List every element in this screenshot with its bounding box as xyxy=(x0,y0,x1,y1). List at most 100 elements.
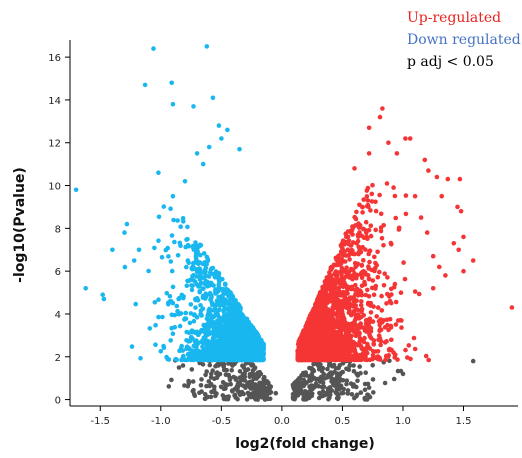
down-point xyxy=(257,355,262,361)
down-point xyxy=(146,268,151,274)
up-point xyxy=(340,284,346,290)
ns-point xyxy=(267,386,272,392)
ns-point xyxy=(202,396,208,402)
up-point xyxy=(368,300,374,306)
up-point xyxy=(346,337,352,343)
ns-point xyxy=(241,365,247,370)
ns-point xyxy=(244,397,250,402)
up-point xyxy=(363,292,369,298)
ns-point xyxy=(341,386,347,392)
up-point xyxy=(353,313,359,318)
up-point xyxy=(323,309,329,315)
up-point xyxy=(359,346,365,352)
down-point xyxy=(200,306,206,312)
up-point xyxy=(359,314,364,320)
ns-point xyxy=(301,391,307,396)
ns-point xyxy=(239,374,245,380)
ns-point xyxy=(210,368,215,373)
up-point xyxy=(360,210,365,215)
ns-point xyxy=(316,395,322,401)
down-point xyxy=(203,337,208,342)
down-point xyxy=(156,214,162,220)
ns-point xyxy=(340,390,346,396)
down-point xyxy=(205,345,211,350)
up-point xyxy=(367,332,372,337)
legend-entry: p adj < 0.05 xyxy=(407,54,494,70)
down-point xyxy=(180,216,186,221)
down-point xyxy=(259,351,265,357)
down-point xyxy=(193,352,199,358)
ns-point xyxy=(329,375,334,381)
up-point xyxy=(359,262,365,268)
ns-point xyxy=(216,372,221,378)
up-point xyxy=(342,334,347,340)
down-point xyxy=(238,316,243,321)
up-point xyxy=(363,247,368,252)
down-point xyxy=(226,299,232,304)
down-point xyxy=(172,312,177,318)
ns-point xyxy=(237,392,243,398)
ns-point xyxy=(257,380,262,386)
ns-point xyxy=(261,376,266,382)
ns-point xyxy=(230,363,235,368)
up-point xyxy=(392,355,398,360)
ns-point xyxy=(166,384,172,389)
up-point xyxy=(317,318,323,323)
down-point xyxy=(232,347,237,352)
ns-point xyxy=(198,383,204,388)
ns-point xyxy=(329,371,335,377)
up-point xyxy=(303,346,308,352)
up-point xyxy=(365,198,371,203)
ns-point xyxy=(213,364,218,369)
up-point xyxy=(305,326,311,332)
down-point xyxy=(131,258,137,263)
up-point xyxy=(383,357,388,363)
down-point xyxy=(172,239,177,245)
up-point xyxy=(343,331,349,336)
down-point xyxy=(232,302,238,307)
up-point xyxy=(330,308,335,314)
down-point xyxy=(169,268,175,274)
down-point xyxy=(225,127,230,133)
ns-point xyxy=(264,379,270,384)
ns-point xyxy=(310,367,316,373)
down-point xyxy=(161,345,167,351)
ns-point xyxy=(197,390,202,396)
up-point xyxy=(371,292,377,298)
down-point xyxy=(221,290,227,296)
ns-point xyxy=(351,363,356,368)
ns-point xyxy=(362,387,368,393)
down-point xyxy=(216,277,222,282)
up-point xyxy=(416,291,422,297)
ns-point xyxy=(245,390,251,396)
up-point xyxy=(354,241,359,246)
up-point xyxy=(357,330,362,336)
up-point xyxy=(351,296,357,301)
up-point xyxy=(338,261,344,266)
up-point xyxy=(329,280,335,285)
up-point xyxy=(360,338,366,343)
up-point xyxy=(362,351,368,356)
ns-point xyxy=(231,374,236,380)
up-point xyxy=(346,323,351,329)
ns-point xyxy=(208,381,214,387)
up-point xyxy=(328,333,334,338)
ns-point xyxy=(200,362,206,367)
up-point xyxy=(359,275,365,281)
x-tick-label: -0.5 xyxy=(212,416,232,427)
ns-point xyxy=(180,363,186,368)
ns-point xyxy=(366,385,372,390)
up-point xyxy=(344,305,349,311)
up-point xyxy=(334,294,339,300)
down-point xyxy=(243,335,248,341)
down-point xyxy=(203,265,209,271)
ns-point xyxy=(370,377,376,382)
up-point xyxy=(375,274,381,280)
down-point xyxy=(151,46,156,51)
up-point xyxy=(403,347,408,353)
up-point xyxy=(403,211,409,217)
up-point xyxy=(298,336,303,342)
down-point xyxy=(136,247,142,253)
down-point xyxy=(210,340,216,345)
up-point xyxy=(357,335,363,341)
